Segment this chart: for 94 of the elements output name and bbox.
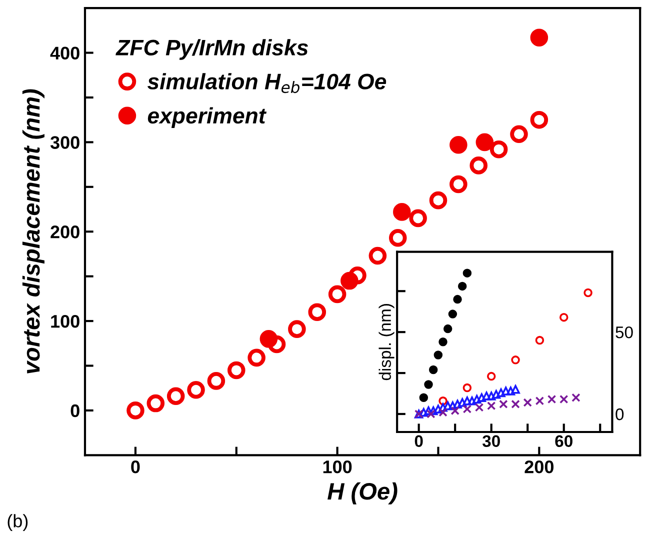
point — [260, 330, 278, 348]
point — [584, 288, 592, 298]
point — [511, 385, 520, 394]
point — [443, 401, 452, 410]
point — [462, 383, 472, 392]
point — [523, 398, 532, 407]
point — [468, 396, 476, 406]
point — [496, 388, 506, 398]
point — [477, 393, 486, 402]
y-axis-title: displ. (nm) — [378, 304, 394, 380]
point — [166, 387, 185, 406]
point — [511, 400, 520, 409]
point — [486, 401, 496, 410]
point — [450, 136, 468, 154]
point — [506, 386, 516, 396]
point — [492, 390, 501, 399]
point — [438, 408, 448, 417]
point — [426, 410, 436, 418]
point — [472, 394, 482, 404]
point — [482, 392, 491, 400]
x-tick-label: 0 — [131, 460, 140, 474]
x-tick-label: 100 — [323, 460, 352, 474]
point — [486, 392, 496, 400]
point — [388, 228, 407, 247]
y-axis-title: vortex displacement (nm) — [22, 89, 44, 374]
point — [438, 396, 448, 406]
point — [535, 336, 544, 345]
y-tick-label: 400 — [50, 46, 80, 60]
y-tick-label: 200 — [50, 226, 80, 238]
point — [490, 140, 508, 158]
point — [476, 133, 494, 152]
legend-label: experiment — [148, 107, 267, 128]
point — [348, 266, 366, 284]
point — [207, 372, 226, 390]
point — [450, 175, 468, 194]
y-tick-label: 50 — [616, 326, 633, 338]
y-tick-label: 300 — [50, 136, 80, 149]
legend-title: ZFC Py/IrMn disks — [116, 39, 308, 60]
point — [328, 285, 346, 304]
point — [511, 356, 520, 364]
point — [499, 400, 508, 409]
point — [462, 396, 472, 406]
legend-label: simulation H$_{eb}$=104 Oe — [147, 73, 386, 94]
point — [368, 246, 387, 265]
point — [428, 365, 438, 374]
point — [443, 324, 452, 334]
point — [434, 404, 443, 414]
point — [434, 350, 443, 360]
point — [268, 335, 286, 354]
point — [227, 361, 246, 380]
point — [419, 408, 428, 417]
point — [419, 393, 428, 402]
point — [470, 156, 488, 174]
point — [448, 310, 458, 318]
point — [450, 406, 460, 416]
point — [547, 394, 556, 404]
point — [453, 294, 462, 304]
point — [453, 400, 462, 409]
point — [535, 396, 544, 406]
point — [248, 348, 266, 367]
point — [308, 303, 326, 321]
point — [559, 312, 568, 322]
point — [340, 272, 358, 290]
text: (b) — [8, 514, 28, 531]
point — [393, 203, 411, 221]
point — [572, 393, 580, 402]
point — [486, 372, 496, 381]
x-axis-title: H (Oe) — [328, 482, 398, 504]
point — [458, 398, 467, 407]
x-tick-label: 60 — [555, 435, 572, 448]
point — [424, 380, 433, 389]
point — [409, 209, 427, 228]
point — [462, 268, 472, 278]
point — [458, 282, 467, 291]
point — [438, 403, 448, 412]
x-tick-label: 0 — [414, 435, 423, 448]
point — [462, 404, 472, 414]
point — [501, 386, 510, 396]
y-tick-label: 100 — [51, 314, 80, 328]
point — [126, 402, 144, 420]
point — [146, 394, 165, 412]
point — [530, 110, 548, 129]
point — [429, 191, 448, 210]
point — [448, 401, 458, 410]
point — [530, 28, 548, 46]
point — [288, 320, 306, 338]
x-tick-label: 200 — [524, 460, 554, 474]
point — [474, 403, 484, 412]
point — [559, 394, 568, 404]
point — [187, 380, 205, 399]
point — [510, 125, 528, 144]
y-tick-label: 0 — [70, 404, 80, 418]
x-tick-label: 30 — [482, 435, 500, 448]
point — [438, 338, 448, 346]
